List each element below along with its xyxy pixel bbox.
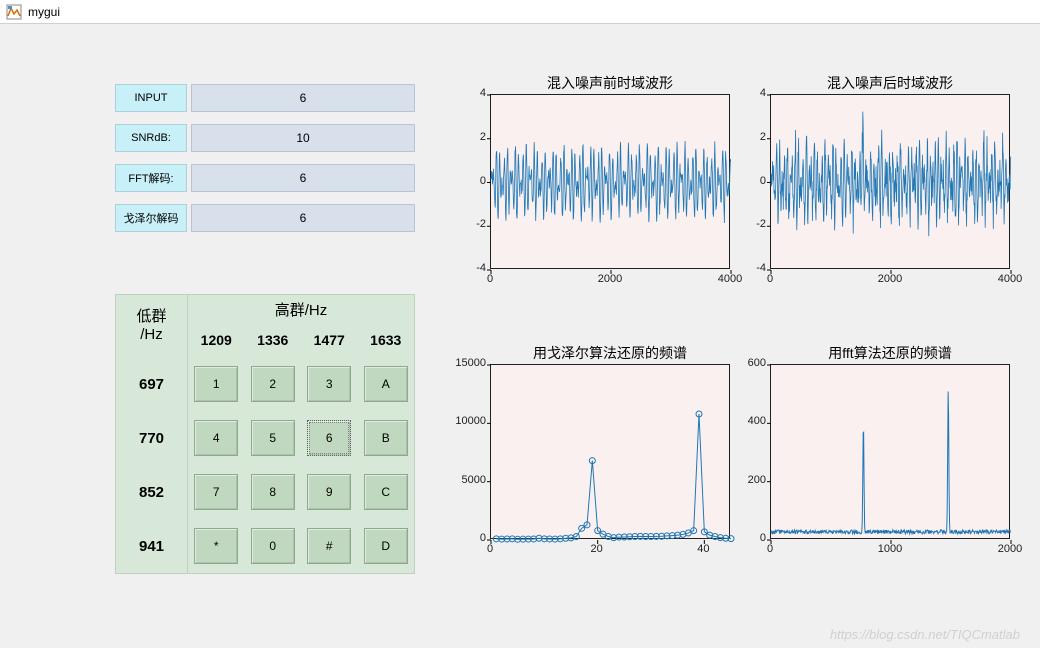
xtick-label: 4000 [715,273,745,285]
snr-label: SNRdB: [115,124,187,152]
watermark: https://blog.csdn.net/TIQCmatlab [830,627,1020,642]
input-value: 6 [191,84,415,112]
window-title: mygui [28,5,60,19]
keypad-button-A[interactable]: A [364,366,408,402]
ytick-label: 5000 [462,474,486,486]
keypad-button-2[interactable]: 2 [251,366,295,402]
goertzel-decode-value: 6 [191,204,415,232]
ytick-label: 2 [480,131,486,143]
xtick-label: 0 [475,273,505,285]
keypad-row-header: 697 [116,357,188,411]
xtick-label: 4000 [995,273,1025,285]
keypad-button-1[interactable]: 1 [194,366,238,402]
keypad-button-C[interactable]: C [364,474,408,510]
keypad-row-header: 770 [116,411,188,465]
keypad-button-0[interactable]: 0 [251,528,295,564]
xtick-label: 20 [582,543,612,555]
ytick-label: 200 [748,474,766,486]
xtick-label: 2000 [875,273,905,285]
keypad-button-4[interactable]: 4 [194,420,238,456]
ytick-label: 0 [760,175,766,187]
goertzel-spectrum-chart-title: 用戈泽尔算法还原的频谱 [491,343,729,363]
keypad-button-3[interactable]: 3 [307,366,351,402]
xtick-label: 0 [755,273,785,285]
controls-panel: INPUT 6 SNRdB: FFT解码: 6 戈泽尔解码 6 [115,84,415,244]
keypad-col-header: 1209 [188,323,245,357]
snr-input[interactable] [191,124,415,152]
xtick-label: 2000 [995,543,1025,555]
pre-noise-chart-title: 混入噪声前时域波形 [491,73,729,93]
title-bar: mygui [0,0,1040,24]
keypad-row-header: 852 [116,465,188,519]
ytick-label: 15000 [455,357,486,369]
ytick-label: 600 [748,357,766,369]
goertzel-spectrum-chart: 用戈泽尔算法还原的频谱 [490,364,730,539]
keypad-button-#[interactable]: # [307,528,351,564]
fft-spectrum-chart: 用fft算法还原的频谱 [770,364,1010,539]
ytick-label: 10000 [455,415,486,427]
ytick-label: 400 [748,415,766,427]
keypad-row-header: 941 [116,519,188,573]
keypad-button-7[interactable]: 7 [194,474,238,510]
post-noise-chart: 混入噪声后时域波形 [770,94,1010,269]
keypad-button-5[interactable]: 5 [251,420,295,456]
app-icon [6,4,22,20]
ytick-label: -2 [476,218,486,230]
keypad-col-header: 1633 [358,323,415,357]
xtick-label: 40 [688,543,718,555]
fft-decode-label: FFT解码: [115,164,187,192]
keypad-col-header-title: 高群/Hz [188,295,414,323]
keypad-button-*[interactable]: * [194,528,238,564]
keypad-row-header-title: 低群/Hz [116,295,188,357]
keypad-button-9[interactable]: 9 [307,474,351,510]
xtick-label: 2000 [595,273,625,285]
ytick-label: 0 [480,175,486,187]
ytick-label: 2 [760,131,766,143]
xtick-label: 0 [755,543,785,555]
goertzel-decode-label: 戈泽尔解码 [115,204,187,232]
fft-spectrum-chart-title: 用fft算法还原的频谱 [771,343,1009,363]
keypad-button-D[interactable]: D [364,528,408,564]
fft-decode-value: 6 [191,164,415,192]
pre-noise-chart: 混入噪声前时域波形 [490,94,730,269]
dtmf-keypad: 低群/Hz 高群/Hz 1209133614771633 697123A7704… [115,294,415,574]
ytick-label: 4 [760,87,766,99]
xtick-label: 0 [475,543,505,555]
keypad-button-6[interactable]: 6 [307,420,351,456]
ytick-label: 4 [480,87,486,99]
input-label: INPUT [115,84,187,112]
keypad-col-header: 1477 [301,323,358,357]
ytick-label: -2 [756,218,766,230]
keypad-col-header: 1336 [245,323,302,357]
keypad-button-8[interactable]: 8 [251,474,295,510]
xtick-label: 1000 [875,543,905,555]
keypad-button-B[interactable]: B [364,420,408,456]
figure-area: INPUT 6 SNRdB: FFT解码: 6 戈泽尔解码 6 低群/Hz 高群… [0,24,1040,648]
post-noise-chart-title: 混入噪声后时域波形 [771,73,1009,93]
